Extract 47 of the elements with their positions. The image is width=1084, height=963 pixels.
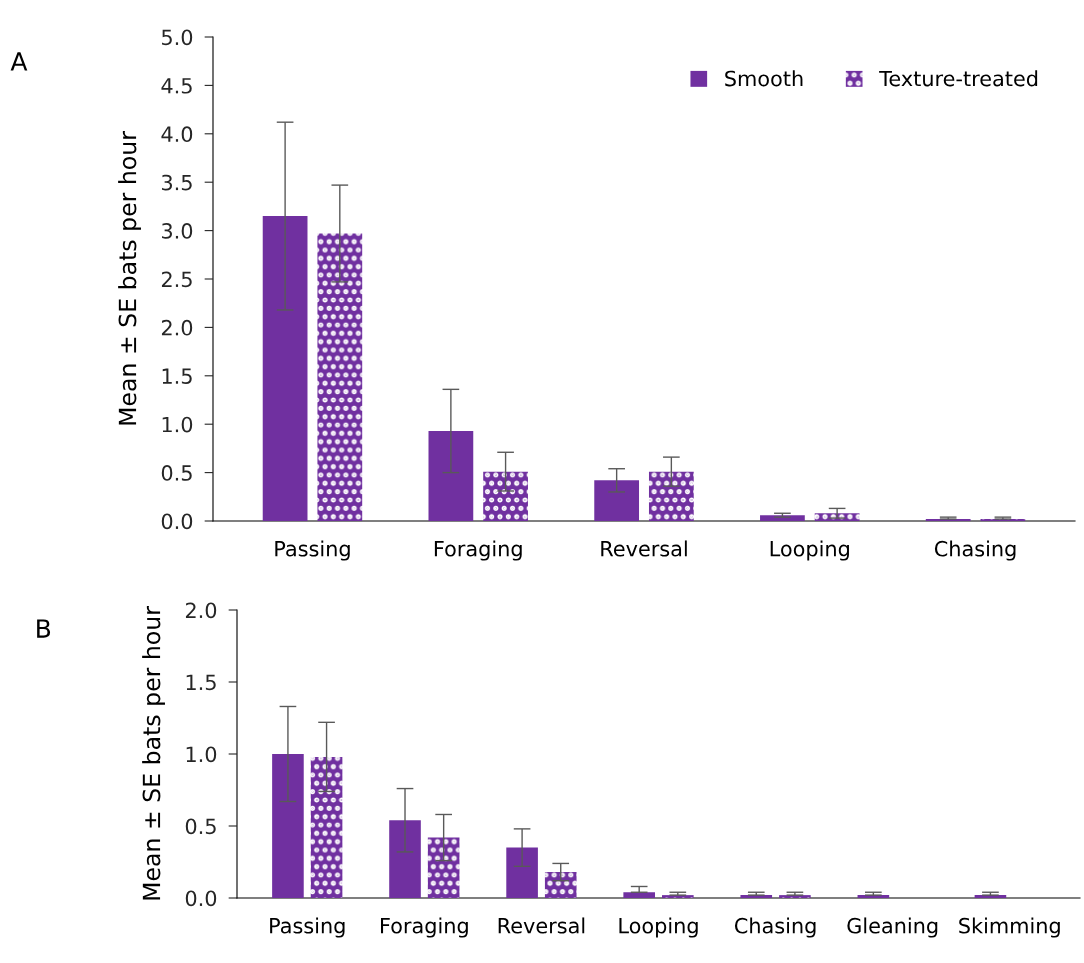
y-axis-title: Mean ± SE bats per hour (142, 606, 165, 900)
y-tick-label: 2.0 (161, 319, 193, 336)
y-tick-label: 2.5 (161, 271, 192, 288)
legend-label: Smooth (725, 70, 803, 87)
bar (272, 754, 304, 898)
chart-title: B (37, 619, 51, 638)
y-tick-label: 1.0 (186, 746, 217, 763)
x-tick-label: Chasing (734, 917, 816, 938)
y-tick-label: 4.0 (161, 126, 193, 143)
y-axis-title: Mean ± SE bats per hour (118, 131, 141, 425)
x-tick-label: Foraging (381, 917, 468, 938)
bar (317, 233, 363, 521)
x-tick-label: Chasing (934, 540, 1016, 561)
y-tick-label: 0.0 (161, 513, 193, 530)
x-tick-label: Passing (275, 540, 350, 561)
y-tick-label: 0.0 (185, 890, 217, 907)
bar (623, 892, 655, 898)
bar (648, 471, 694, 521)
bar (594, 480, 640, 521)
y-tick-label: 3.5 (162, 174, 192, 191)
bar (428, 430, 474, 521)
bar (262, 216, 308, 521)
bar (506, 847, 538, 898)
y-tick-label: 5.0 (162, 29, 193, 46)
y-tick-label: 1.0 (162, 416, 193, 433)
y-tick-label: 1.5 (162, 368, 192, 385)
chart-title: A (10, 52, 28, 71)
x-tick-label: Looping (619, 917, 698, 938)
legend-label: Texture-treated (879, 70, 1038, 87)
y-tick-label: 2.0 (185, 602, 217, 619)
bar (483, 471, 528, 521)
x-tick-label: Reversal (601, 540, 687, 557)
y-tick-label: 1.5 (186, 674, 216, 691)
bar (544, 872, 577, 898)
bar (389, 820, 421, 898)
x-tick-label: Gleaning (847, 917, 938, 938)
x-tick-label: Skimming (959, 917, 1060, 938)
x-tick-label: Passing (270, 917, 345, 938)
y-tick-label: 0.5 (161, 465, 192, 481)
y-tick-label: 0.5 (185, 818, 216, 835)
x-tick-label: Looping (770, 540, 849, 561)
y-tick-label: 4.5 (161, 78, 192, 94)
x-tick-label: Reversal (498, 917, 585, 934)
bar (310, 756, 343, 898)
x-tick-label: Foraging (434, 540, 522, 561)
bar (427, 837, 460, 898)
y-tick-label: 3.0 (162, 223, 193, 239)
